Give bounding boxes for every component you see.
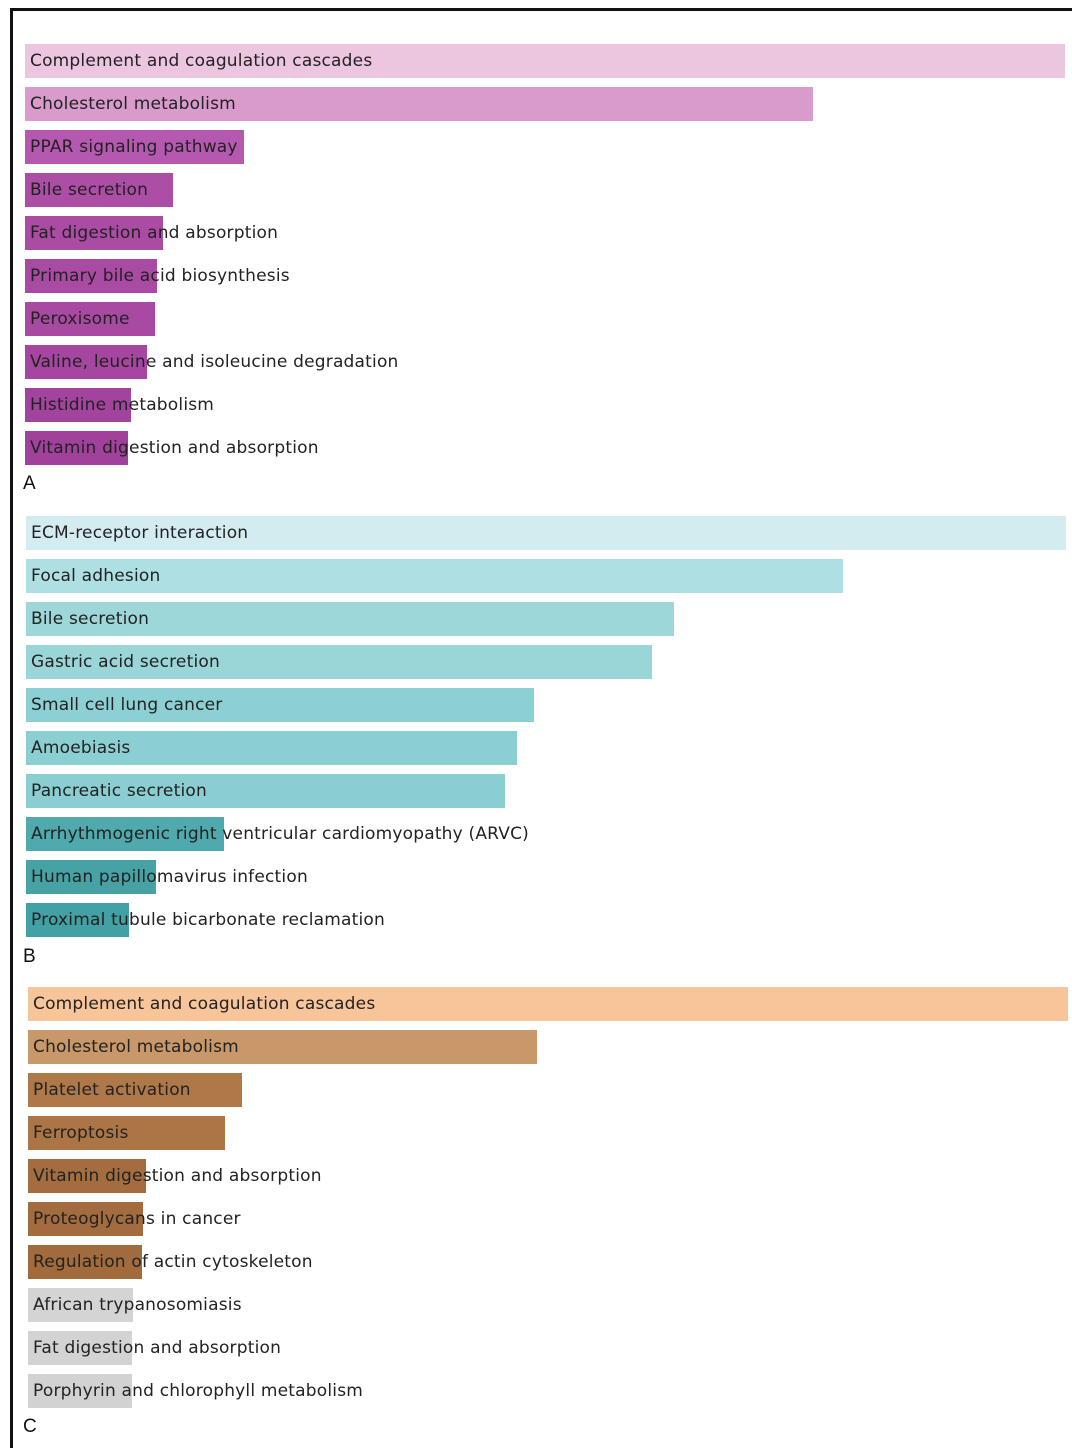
panel-a-bar-label-7: Peroxisome: [30, 309, 130, 329]
panel-b-bar-label-2: Focal adhesion: [31, 566, 161, 586]
panel-c-bar-8: [28, 1288, 133, 1322]
panel-b-chart: ECM-receptor interaction Focal adhesion Bi…: [0, 516, 1072, 946]
panel-c-bar-5: [28, 1159, 146, 1193]
panel-b-bar-label-1: ECM-receptor interaction: [31, 523, 249, 543]
panel-a-bar-3: [25, 130, 244, 164]
panel-c-bar-7: [28, 1245, 142, 1279]
panel-b-bar-8: [26, 817, 224, 851]
panel-c-bar-10: [28, 1374, 132, 1408]
panel-b-bar-1: [26, 516, 1066, 550]
panel-b-bar-3: [26, 602, 674, 636]
panel-b-bar-label-10: Proximal tubule bicarbonate reclamation: [31, 910, 386, 930]
panel-c-bar-3: [28, 1073, 242, 1107]
panel-b-bar-label-8: Arrhythmogenic right ventricular cardiom…: [31, 824, 529, 844]
panel-c-bar-label-6: Proteoglycans in cancer: [33, 1209, 241, 1229]
panel-a-bar-6: [25, 259, 157, 293]
panel-b-bar-10: [26, 903, 129, 937]
panel-c-bar-1: [28, 987, 1068, 1021]
panel-c-bar-label-2: Cholesterol metabolism: [33, 1037, 239, 1057]
panel-c-chart: Complement and coagulation cascades Chole…: [0, 987, 1072, 1417]
panel-c-bar-6: [28, 1202, 143, 1236]
panel-c-bar-4: [28, 1116, 225, 1150]
panel-c-bar-label-7: Regulation of actin cytoskeleton: [33, 1252, 313, 1272]
panel-b-bar-2: [26, 559, 843, 593]
panel-b-bar-7: [26, 774, 505, 808]
panel-a-bar-label-8: Valine, leucine and isoleucine degradati…: [30, 352, 399, 372]
panel-a-chart: Complement and coagulation cascades Chole…: [0, 44, 1072, 504]
panel-b-bar-label-7: Pancreatic secretion: [31, 781, 207, 801]
panel-b-bar-label-4: Gastric acid secretion: [31, 652, 220, 672]
panel-a-bar-5: [25, 216, 163, 250]
panel-a-bar-label-6: Primary bile acid biosynthesis: [30, 266, 290, 286]
panel-b-bar-4: [26, 645, 652, 679]
panel-a-bar-1: [25, 44, 1065, 78]
panel-b-bar-6: [26, 731, 517, 765]
panel-a-bar-label-5: Fat digestion and absorption: [30, 223, 279, 243]
panel-a-bar-4: [25, 173, 173, 207]
panel-a-bar-label-4: Bile secretion: [30, 180, 149, 200]
panel-a-bar-label-10: Vitamin digestion and absorption: [30, 438, 319, 458]
panel-a-bar-label-2: Cholesterol metabolism: [30, 94, 236, 114]
panel-a-label: A: [23, 473, 36, 494]
panel-a-bar-9: [25, 388, 131, 422]
panel-b-bar-label-6: Amoebiasis: [31, 738, 131, 758]
panel-c-label: C: [23, 1416, 37, 1437]
panel-a-bar-7: [25, 302, 155, 336]
panel-c-bar-label-5: Vitamin digestion and absorption: [33, 1166, 322, 1186]
panel-c-bar-label-9: Fat digestion and absorption: [33, 1338, 282, 1358]
panel-c-bar-label-4: Ferroptosis: [33, 1123, 129, 1143]
panel-b-bar-label-9: Human papillomavirus infection: [31, 867, 308, 887]
panel-b-bar-5: [26, 688, 534, 722]
panel-b-label: B: [23, 946, 36, 967]
panel-a-bar-2: [25, 87, 813, 121]
panel-a-bar-label-1: Complement and coagulation cascades: [30, 51, 373, 71]
panel-a-bar-10: [25, 431, 128, 465]
figure-frame: [10, 8, 1072, 1448]
panel-b-bar-9: [26, 860, 156, 894]
panel-c-bar-2: [28, 1030, 537, 1064]
panel-b-bar-label-5: Small cell lung cancer: [31, 695, 223, 715]
panel-a-bar-label-3: PPAR signaling pathway: [30, 137, 238, 157]
panel-c-bar-label-1: Complement and coagulation cascades: [33, 994, 376, 1014]
panel-b-bar-label-3: Bile secretion: [31, 609, 150, 629]
panel-c-bar-label-3: Platelet activation: [33, 1080, 191, 1100]
panel-c-bar-label-10: Porphyrin and chlorophyll metabolism: [33, 1381, 364, 1401]
panel-c-bar-9: [28, 1331, 132, 1365]
panel-c-bar-label-8: African trypanosomiasis: [33, 1295, 242, 1315]
panel-a-bar-8: [25, 345, 147, 379]
panel-a-bar-label-9: Histidine metabolism: [30, 395, 215, 415]
